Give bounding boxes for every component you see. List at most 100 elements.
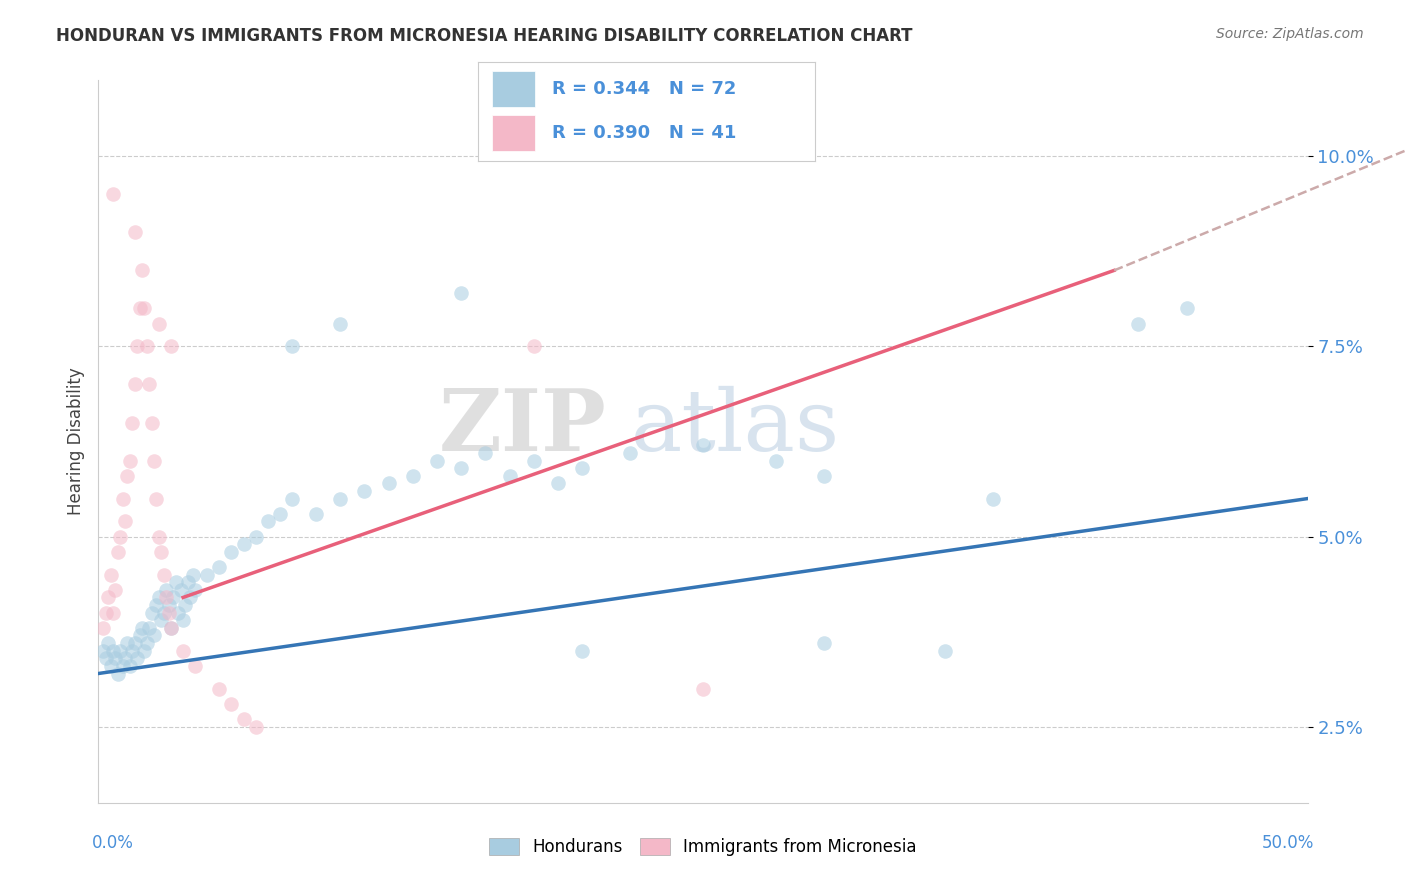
Point [195, 567, 218, 582]
Point [143, 628, 166, 642]
Point [134, 301, 156, 316]
Point [148, 591, 170, 605]
Point [104, 651, 127, 665]
Point [177, 575, 200, 590]
Point [131, 263, 153, 277]
Point [232, 537, 254, 551]
Point [160, 339, 183, 353]
Point [100, 567, 122, 582]
Point [221, 545, 243, 559]
Point [152, 567, 174, 582]
Point [571, 643, 593, 657]
Point [305, 507, 328, 521]
Point [121, 416, 143, 430]
Point [162, 591, 184, 605]
Point [208, 681, 231, 696]
Point [245, 530, 267, 544]
Point [135, 339, 157, 353]
Point [94, 606, 117, 620]
Point [155, 591, 177, 605]
Point [184, 659, 207, 673]
Point [474, 446, 496, 460]
Point [377, 476, 399, 491]
Point [1175, 301, 1198, 316]
Point [117, 468, 139, 483]
Point [172, 613, 194, 627]
Point [101, 606, 124, 620]
Point [114, 515, 136, 529]
Point [157, 606, 180, 620]
Point [150, 545, 173, 559]
Point [523, 453, 546, 467]
Point [134, 643, 156, 657]
Point [124, 226, 146, 240]
Point [619, 446, 641, 460]
Point [169, 582, 191, 597]
Point [498, 468, 520, 483]
Text: R = 0.390   N = 41: R = 0.390 N = 41 [553, 124, 737, 142]
Point [127, 339, 149, 353]
Point [450, 286, 472, 301]
Point [179, 591, 201, 605]
Y-axis label: Hearing Disability: Hearing Disability [66, 368, 84, 516]
Text: Source: ZipAtlas.com: Source: ZipAtlas.com [1216, 27, 1364, 41]
Point [118, 659, 141, 673]
Bar [492, 115, 536, 151]
Point [117, 636, 139, 650]
Text: 0.0%: 0.0% [91, 834, 134, 852]
Point [135, 636, 157, 650]
Point [547, 476, 569, 491]
Point [157, 598, 180, 612]
Point [141, 606, 163, 620]
Point [329, 491, 352, 506]
Point [143, 453, 166, 467]
Text: 50.0%: 50.0% [1263, 834, 1315, 852]
Point [426, 453, 449, 467]
Point [107, 545, 129, 559]
Point [150, 613, 173, 627]
Point [692, 681, 714, 696]
Point [145, 491, 167, 506]
Point [269, 507, 291, 521]
Point [1128, 317, 1150, 331]
Point [160, 621, 183, 635]
Point [97, 636, 120, 650]
Point [91, 643, 114, 657]
Point [114, 651, 136, 665]
Point [571, 461, 593, 475]
Point [97, 591, 120, 605]
Point [124, 377, 146, 392]
Point [111, 659, 134, 673]
Point [813, 468, 835, 483]
Point [160, 621, 183, 635]
Point [165, 575, 187, 590]
Point [174, 598, 197, 612]
Text: ZIP: ZIP [439, 385, 606, 469]
Point [934, 643, 956, 657]
Point [108, 530, 131, 544]
Point [981, 491, 1004, 506]
Point [101, 643, 124, 657]
Point [692, 438, 714, 452]
Point [104, 582, 127, 597]
Point [221, 697, 243, 711]
Point [329, 317, 352, 331]
Point [184, 582, 207, 597]
Point [127, 651, 149, 665]
Bar [492, 71, 536, 107]
Point [181, 567, 204, 582]
Point [148, 317, 170, 331]
Point [765, 453, 787, 467]
Point [128, 301, 150, 316]
Point [155, 582, 177, 597]
Point [111, 491, 134, 506]
Point [107, 666, 129, 681]
Point [94, 651, 117, 665]
Point [138, 621, 160, 635]
Point [402, 468, 425, 483]
Point [108, 643, 131, 657]
Point [450, 461, 472, 475]
Point [138, 377, 160, 392]
Point [101, 187, 124, 202]
Point [208, 560, 231, 574]
